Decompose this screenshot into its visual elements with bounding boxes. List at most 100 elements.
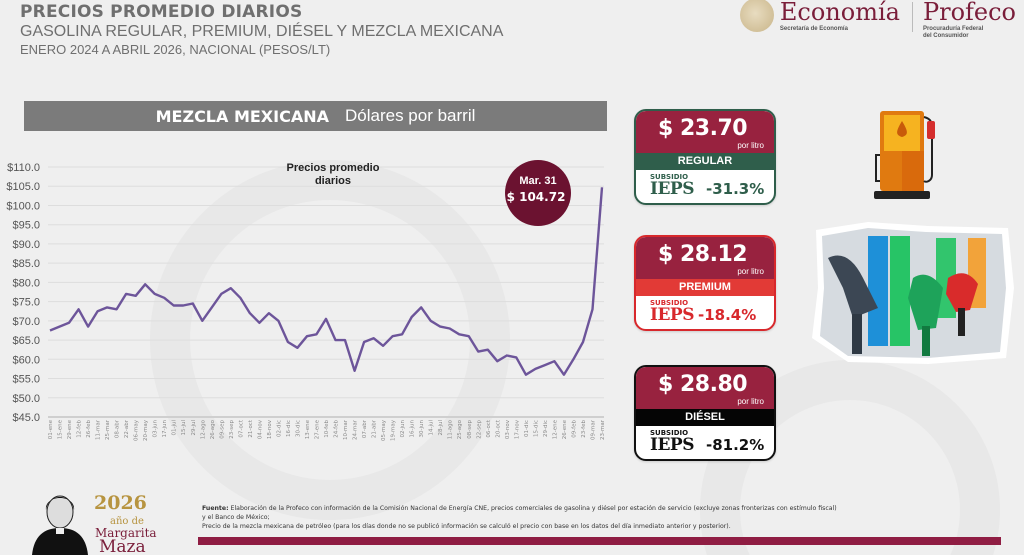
svg-text:$90.0: $90.0 [12,239,40,251]
price-value: $ 28.80 [658,372,748,397]
y-axis-labels: $110.0 $105.0 $100.0 $95.0 $90.0 $85.0 $80.0 $7… [6,162,40,424]
fuel-nozzles-image [812,222,1014,364]
logos: Economía Secretaría de Economía Profeco … [739,0,1016,40]
page-period: ENERO 2024 A ABRIL 2026, NACIONAL (PESOS… [20,42,331,57]
svg-text:$75.0: $75.0 [12,297,40,309]
svg-text:01-ene: 01-ene [48,419,54,439]
svg-text:27-ene: 27-ene [314,419,320,439]
subsidy-percent: -31.3% [706,180,765,198]
svg-text:21-abr: 21-abr [372,419,378,438]
svg-text:24-feb: 24-feb [334,419,340,437]
gas-pump-icon [874,111,935,199]
svg-text:01-dic: 01-dic [524,420,530,437]
svg-text:13-ene: 13-ene [305,419,311,439]
price-value: $ 23.70 [658,116,748,141]
svg-text:11-ago: 11-ago [448,419,454,439]
svg-text:01-jul: 01-jul [172,420,178,436]
svg-text:24-mar: 24-mar [353,419,359,440]
svg-text:30-dic: 30-dic [295,420,301,437]
fuel-name: DIÉSEL [636,409,774,426]
callout-value: $ 104.72 [506,190,566,204]
svg-text:22-abr: 22-abr [124,419,130,438]
price-unit: por litro [737,141,764,150]
svg-text:17-nov: 17-nov [514,419,520,439]
svg-text:26-ago: 26-ago [210,419,216,439]
svg-text:$55.0: $55.0 [12,374,40,386]
chart-banner: MEZCLA MEXICANA Dólares por barril [24,101,607,131]
source-note: Fuente: Elaboración de la Profeco con in… [202,505,837,530]
svg-text:$85.0: $85.0 [12,258,40,270]
svg-text:$45.0: $45.0 [12,412,40,424]
svg-text:29-dic: 29-dic [543,420,549,437]
svg-text:25-mar: 25-mar [105,419,111,440]
subsidy-percent: -18.4% [698,306,757,324]
price-value: $ 28.12 [658,242,748,267]
page-subtitle: GASOLINA REGULAR, PREMIUM, DIÉSEL Y MEZC… [20,23,504,40]
svg-text:09-sep: 09-sep [219,420,225,439]
svg-text:05-may: 05-may [381,419,387,441]
svg-text:15-ene: 15-ene [58,419,64,439]
svg-text:$65.0: $65.0 [12,335,40,347]
svg-text:12-feb: 12-feb [77,419,83,437]
economia-logo: Economía Secretaría de Economía [779,0,900,32]
svg-text:26-ene: 26-ene [562,419,568,439]
chart-unit: Dólares por barril [345,106,476,125]
svg-text:$50.0: $50.0 [12,393,40,405]
latest-price-callout: Mar. 31 $ 104.72 [505,160,571,226]
subsidy-label: SUBSIDIO [650,299,689,307]
svg-text:15-jul: 15-jul [181,420,187,436]
svg-text:20-oct: 20-oct [495,419,501,437]
svg-text:12-ago: 12-ago [200,419,206,439]
svg-text:22-sep: 22-sep [476,420,482,439]
svg-text:14-jul: 14-jul [429,420,435,436]
svg-text:23-mar: 23-mar [600,419,606,440]
price-line [49,187,604,376]
chart-note: Precios promedio diarios [286,162,380,187]
svg-text:30-jun: 30-jun [419,419,425,437]
svg-text:15-dic: 15-dic [533,420,539,437]
page-title: PRECIOS PROMEDIO DIARIOS [20,2,303,22]
svg-text:23-sep: 23-sep [229,420,235,439]
svg-text:18-nov: 18-nov [267,419,273,439]
page-header: PRECIOS PROMEDIO DIARIOS GASOLINA REGULA… [20,2,503,57]
svg-text:06-oct: 06-oct [486,419,492,437]
svg-text:07-oct: 07-oct [238,419,244,437]
svg-text:25-ago: 25-ago [457,419,463,439]
svg-text:09-feb: 09-feb [571,419,577,437]
subsidy-label: SUBSIDIO [650,173,689,181]
svg-text:02-dic: 02-dic [276,420,282,437]
svg-text:$60.0: $60.0 [12,354,40,366]
price-card-premium: $ 28.12 por litro PREMIUM SUBSIDIO IEPS … [634,235,776,331]
subsidy-label: SUBSIDIO [650,429,689,437]
portrait-image [32,495,88,555]
x-axis-labels: 01-ene 15-ene 29-ene 12-feb 26-feb 11-mar 25-m… [48,419,606,441]
svg-text:02-jun: 02-jun [400,419,406,437]
svg-text:19-may: 19-may [391,419,397,441]
svg-text:$95.0: $95.0 [12,220,40,232]
price-unit: por litro [737,397,764,406]
svg-text:$70.0: $70.0 [12,316,40,328]
svg-text:16-dic: 16-dic [286,420,292,437]
anniversary-year: 2026 [94,492,147,514]
callout-date: Mar. 31 [519,175,557,187]
svg-text:$80.0: $80.0 [12,277,40,289]
svg-text:$110.0: $110.0 [7,162,40,174]
svg-text:10-mar: 10-mar [343,419,349,440]
tax-label: IEPS [650,305,694,325]
fuel-name: REGULAR [636,153,774,170]
subsidy-percent: -81.2% [706,436,765,454]
profeco-logo: Profeco Procuraduría Federal del Consumi… [922,0,1016,39]
svg-text:04-nov: 04-nov [257,419,263,439]
svg-text:03-jun: 03-jun [153,419,159,437]
svg-text:$100.0: $100.0 [6,200,40,212]
svg-text:11-mar: 11-mar [96,419,102,440]
svg-text:09-mar: 09-mar [590,419,596,440]
svg-text:20-may: 20-may [143,419,149,441]
fuel-name: PREMIUM [636,279,774,296]
svg-text:12-ene: 12-ene [552,419,558,439]
svg-text:16-jun: 16-jun [410,419,416,437]
svg-text:29-ene: 29-ene [67,419,73,439]
svg-text:21-oct: 21-oct [248,419,254,437]
anniversary-badge: 2026 año de Margarita Maza [0,488,200,555]
svg-text:23-feb: 23-feb [581,419,587,437]
